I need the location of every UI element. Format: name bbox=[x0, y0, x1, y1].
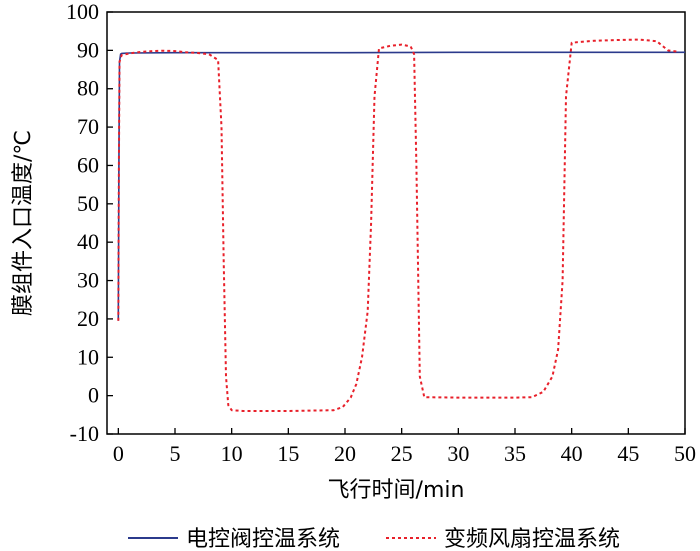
y-tick-label: 70 bbox=[77, 114, 99, 139]
legend-label-fan: 变频风扇控温系统 bbox=[444, 527, 620, 551]
x-tick-label: 35 bbox=[504, 441, 526, 466]
y-axis: -10 0 10 20 30 40 50 60 70 80 90 100 bbox=[66, 0, 113, 446]
y-tick-label: 0 bbox=[88, 383, 99, 408]
x-tick-label: 30 bbox=[447, 441, 469, 466]
plot-frame bbox=[106, 11, 686, 435]
y-axis-title: 膜组件入口温度/℃ bbox=[11, 130, 36, 316]
x-axis-title: 飞行时间/min bbox=[328, 478, 465, 503]
x-tick-label: 40 bbox=[561, 441, 583, 466]
legend: 电控阀控温系统 变频风扇控温系统 bbox=[128, 527, 620, 551]
series-layer bbox=[117, 38, 685, 412]
y-tick-label: 40 bbox=[77, 229, 99, 254]
y-tick-label: -10 bbox=[70, 421, 99, 446]
y-tick-label: 90 bbox=[77, 37, 99, 62]
x-tick-label: 5 bbox=[170, 441, 181, 466]
legend-label-valve: 电控阀控温系统 bbox=[186, 527, 340, 551]
y-tick-label: 20 bbox=[77, 306, 99, 331]
x-tick-label: 25 bbox=[391, 441, 413, 466]
x-tick-label: 15 bbox=[277, 441, 299, 466]
y-tick-label: 10 bbox=[77, 344, 99, 369]
x-tick-label: 45 bbox=[617, 441, 639, 466]
series-line-1 bbox=[117, 38, 680, 412]
x-tick-label: 20 bbox=[334, 441, 356, 466]
series-line-0 bbox=[117, 51, 685, 321]
x-tick-label: 0 bbox=[113, 441, 124, 466]
y-tick-label: 100 bbox=[66, 0, 99, 24]
x-tick-label: 50 bbox=[674, 441, 696, 466]
x-axis: 0 5 10 15 20 25 30 35 40 45 50 bbox=[113, 428, 696, 466]
y-tick-label: 30 bbox=[77, 268, 99, 293]
x-tick-label: 10 bbox=[221, 441, 243, 466]
y-tick-label: 60 bbox=[77, 152, 99, 177]
y-tick-label: 80 bbox=[77, 76, 99, 101]
y-tick-label: 50 bbox=[77, 191, 99, 216]
